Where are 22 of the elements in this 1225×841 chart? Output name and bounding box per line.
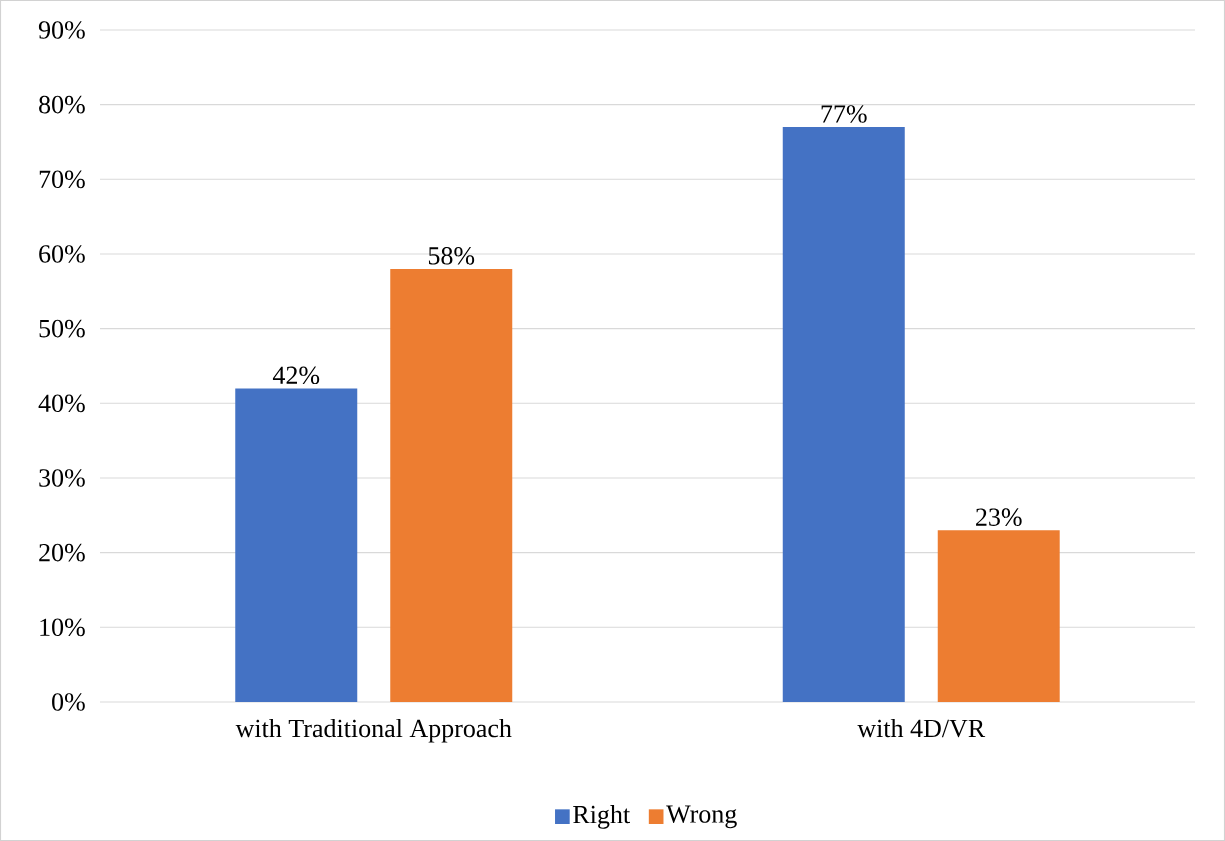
data-label: 42%	[272, 366, 320, 385]
y-tick-label: 10%	[40, 618, 85, 637]
legend-label: Wrong	[666, 805, 737, 829]
bar	[235, 388, 358, 702]
y-tick-label: 0%	[52, 693, 85, 711]
legend-label: Right	[573, 805, 630, 829]
x-tick-label: with Traditional Approach	[235, 718, 512, 743]
y-tick-label: 70%	[39, 170, 85, 189]
y-tick-label: 40%	[38, 394, 85, 413]
y-tick-label: 30%	[39, 469, 85, 487]
y-tick-label: 20%	[39, 543, 85, 562]
bar	[390, 268, 513, 702]
data-label: 77%	[821, 105, 867, 123]
y-tick-label: 90%	[38, 21, 85, 39]
data-label: 58%	[428, 247, 475, 265]
y-tick-label: 50%	[39, 319, 85, 338]
bar	[782, 127, 905, 702]
bar	[937, 530, 1060, 702]
y-tick-label: 80%	[39, 95, 85, 114]
data-label: 23%	[976, 508, 1022, 526]
x-tick-label: with 4D/VR	[857, 718, 986, 738]
y-tick-label: 60%	[39, 245, 85, 263]
